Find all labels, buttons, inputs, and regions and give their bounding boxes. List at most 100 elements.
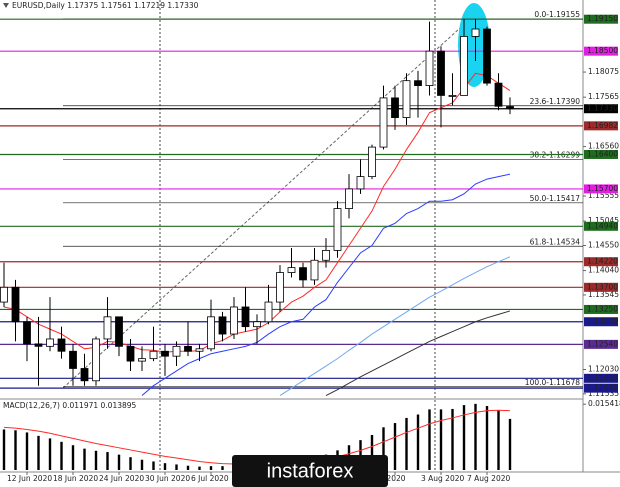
level-label: 1.16982: [587, 121, 618, 130]
candle-body: [471, 28, 480, 37]
macd-bar: [25, 432, 29, 470]
watermark: instaforex: [267, 460, 354, 482]
level-box: [584, 46, 618, 56]
macd-bar: [209, 466, 213, 470]
level-label: 1.14220: [587, 257, 618, 266]
level-box: [584, 339, 618, 349]
candle-body: [299, 267, 307, 281]
level-label: 1.13000: [587, 317, 618, 326]
candle-body: [276, 272, 284, 303]
level-label: 1.15700: [587, 184, 618, 193]
macd-bar: [37, 435, 40, 470]
macd-bar: [140, 459, 144, 470]
level-label: 1.16400: [587, 149, 618, 158]
fibo-label: 100.0-1.11678: [525, 378, 580, 387]
x-tick-label: 7 Aug 2020: [467, 474, 510, 483]
candle-body: [437, 50, 445, 96]
candle-body: [333, 208, 342, 251]
candle-body: [149, 350, 158, 360]
x-tick-label: 30 Jun 2020: [145, 474, 190, 483]
macd-bar: [198, 466, 201, 470]
macd-bar: [497, 410, 500, 470]
fibo-label: 61.8-1.14534: [530, 237, 581, 246]
candle-body: [448, 95, 457, 97]
fibo-label: 50.0-1.15417: [530, 194, 581, 203]
level-label: 1.11850: [587, 373, 618, 382]
level-box: [584, 383, 618, 393]
candle-body: [230, 306, 238, 335]
candle-body: [494, 82, 503, 107]
candle-body: [11, 286, 20, 323]
macd-bar: [60, 441, 63, 470]
candle-body: [310, 259, 319, 281]
level-label: 1.18500: [587, 46, 618, 55]
macd-bar: [451, 408, 454, 470]
macd-bar: [221, 466, 224, 470]
macd-bar: [462, 405, 466, 470]
macd-bar: [129, 457, 132, 470]
y-tick-label: 1.14550: [588, 240, 619, 249]
level-box: [584, 121, 618, 131]
y-tick-label: 1.14040: [588, 266, 619, 275]
level-box: [584, 257, 618, 267]
candle-body: [218, 316, 227, 335]
level-box: [584, 373, 618, 383]
macd-bar: [186, 465, 190, 470]
y-tick-label: 1.15555: [588, 191, 619, 200]
level-label: 1.17330: [587, 104, 618, 113]
level-label: 1.13250: [587, 304, 618, 313]
level-box: [584, 104, 618, 114]
macd-bar: [94, 450, 98, 470]
candle-body: [195, 348, 204, 352]
macd-bar: [382, 427, 385, 470]
candle-body: [138, 358, 146, 362]
watermark-box: [232, 455, 388, 487]
level-box: [584, 184, 618, 194]
macd-bar: [152, 461, 155, 470]
candle-body: [57, 338, 66, 352]
macd-bar: [106, 452, 109, 470]
chart-title: EURUSD,Daily 1.17375 1.17561 1.17219 1.1…: [12, 1, 199, 10]
candle-body: [356, 176, 365, 190]
macd-bar: [393, 423, 397, 470]
candle-body: [287, 267, 296, 273]
candle-body: [161, 350, 169, 357]
x-tick-label: 18 Jun 2020: [53, 474, 98, 483]
candle-body: [414, 80, 422, 87]
x-tick-label: 3 Aug 2020: [421, 474, 464, 483]
candle-body: [241, 306, 250, 328]
macd-bar: [508, 418, 512, 470]
candle-body: [115, 316, 123, 347]
candle-body: [425, 50, 434, 87]
level-box: [584, 14, 618, 24]
candle-body: [126, 345, 135, 362]
y-tick-label: 1.16560: [588, 142, 619, 151]
level-label: 1.11650: [587, 383, 618, 392]
macd-bar: [48, 438, 52, 470]
candle-body: [46, 338, 54, 347]
y-tick-label: 1.17565: [588, 92, 619, 101]
y-tick-label: 1.12030: [588, 364, 619, 373]
level-label: 1.12540: [587, 339, 618, 348]
candle-body: [207, 316, 215, 350]
candle-body: [402, 80, 411, 118]
y-tick-label: 1.18075: [588, 67, 619, 76]
candle-body: [368, 146, 376, 178]
macd-bar: [117, 454, 121, 470]
x-tick-label: 12 Jun 2020: [7, 474, 52, 483]
macd-bar: [416, 414, 420, 470]
candle-body: [322, 250, 330, 261]
candle-body: [184, 345, 192, 352]
candle-body: [379, 97, 388, 148]
level-label: 1.14940: [587, 221, 618, 230]
macd-bar: [474, 403, 477, 470]
macd-bar: [439, 409, 443, 470]
candle-body: [23, 321, 31, 345]
candle-body: [103, 316, 112, 340]
macd-bar: [71, 445, 75, 470]
indicator-line: [141, 173, 511, 396]
macd-tick-label: 0.015418: [588, 399, 620, 408]
macd-bar: [175, 464, 178, 470]
plot: 1.18075 1.17565 1.16560 1.15555 1.15045 1.145…: [0, 10, 620, 483]
